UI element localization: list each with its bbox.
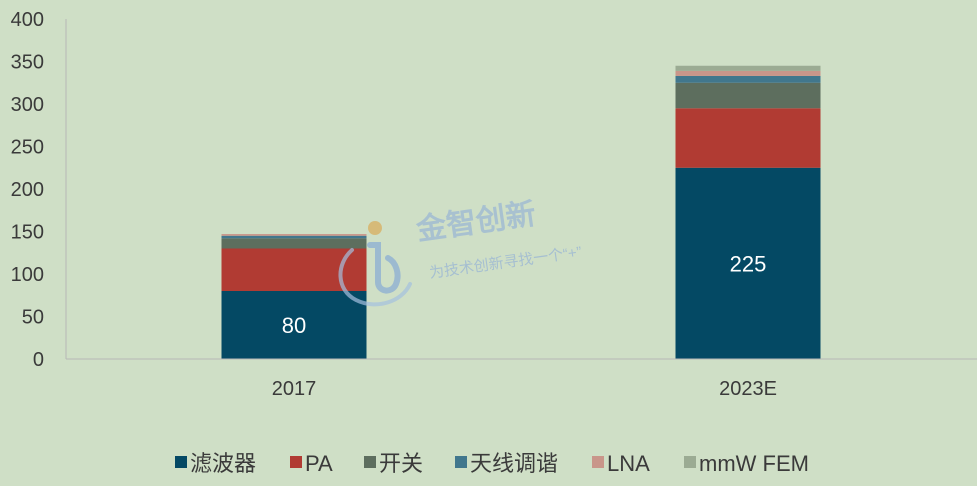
watermark-subtitle: 为技术创新寻找一个“+” (428, 244, 583, 282)
legend-label: PA (305, 451, 333, 476)
y-tick-label: 300 (11, 94, 44, 116)
x-axis: 2017 2023E (66, 358, 977, 400)
bar-segment (221, 291, 367, 359)
legend: 滤波器 PA 开关 天线调谐 LNA mmW FEM (175, 451, 809, 476)
y-tick-label: 250 (11, 137, 44, 159)
bar-segment (675, 65, 821, 71)
y-tick-label: 50 (22, 307, 44, 329)
y-tick-label: 350 (11, 52, 44, 74)
bar-segment (221, 238, 367, 249)
y-tick-label: 0 (33, 349, 44, 371)
y-tick-label: 400 (11, 9, 44, 31)
x-tick-label: 2017 (272, 378, 317, 400)
y-axis: 0 50 100 150 200 250 300 350 400 (11, 9, 67, 371)
legend-swatch (592, 456, 604, 468)
legend-label: 天线调谐 (470, 451, 558, 476)
watermark-title: 金智创新 (413, 197, 538, 248)
y-tick-label: 100 (11, 264, 44, 286)
legend-swatch (684, 456, 696, 468)
y-tick-label: 150 (11, 222, 44, 244)
legend-swatch (364, 456, 376, 468)
bar-segment (221, 235, 367, 239)
data-label: 80 (282, 313, 306, 338)
legend-swatch (175, 456, 187, 468)
legend-swatch (290, 456, 302, 468)
bar-segment (675, 75, 821, 83)
legend-label: 滤波器 (190, 451, 256, 476)
bar-segment (675, 82, 821, 109)
bar-segment (221, 234, 367, 236)
legend-label: LNA (607, 451, 650, 476)
legend-swatch (455, 456, 467, 468)
bar-segment (675, 70, 821, 76)
data-label: 225 (730, 251, 767, 276)
watermark-logo-icon (338, 221, 412, 307)
legend-label: 开关 (379, 451, 423, 476)
bars: 80 225 (221, 65, 821, 359)
bar-segment (675, 108, 821, 168)
bar-segment (221, 248, 367, 291)
y-tick-label: 200 (11, 179, 44, 201)
bar-segment (675, 167, 821, 359)
watermark: 金智创新 为技术创新寻找一个“+” (338, 197, 583, 307)
x-tick-label: 2023E (719, 378, 777, 400)
legend-label: mmW FEM (699, 451, 809, 476)
